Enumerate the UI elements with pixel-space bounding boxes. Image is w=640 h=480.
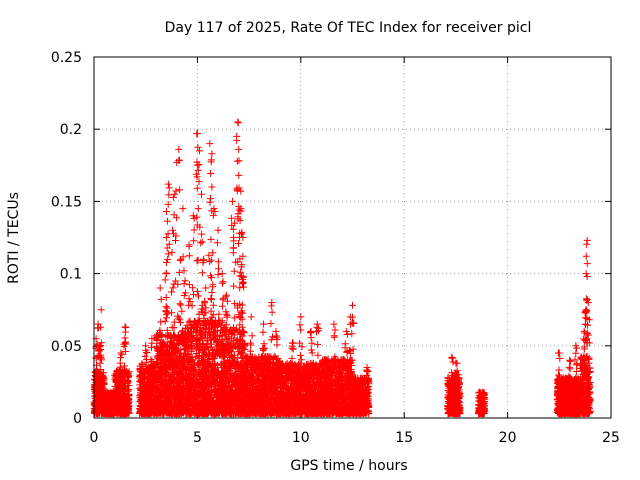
roti-data-markers: [90, 118, 594, 418]
y-axis-label: ROTI / TECUs: [6, 192, 22, 284]
y-tick-label: 0.1: [60, 267, 82, 283]
chart-title: Day 117 of 2025, Rate Of TEC Index for r…: [165, 20, 532, 36]
y-tick-label: 0.25: [51, 50, 82, 66]
y-tick-labels: 0 0.05 0.1 0.15 0.2 0.25: [51, 50, 82, 427]
x-tick-label: 10: [292, 430, 310, 446]
x-tick-label: 0: [90, 430, 99, 446]
x-tick-label: 5: [193, 430, 202, 446]
data-points: [90, 118, 594, 418]
y-tick-label: 0: [73, 411, 82, 427]
x-tick-labels: 0 5 10 15 20 25: [90, 430, 620, 446]
x-axis-label: GPS time / hours: [290, 458, 407, 474]
x-tick-label: 20: [499, 430, 517, 446]
y-tick-label: 0.05: [51, 339, 82, 355]
y-tick-label: 0.15: [51, 194, 82, 210]
plot-frame: [93, 56, 612, 419]
x-tick-label: 15: [395, 430, 413, 446]
x-tick-label: 25: [602, 430, 620, 446]
y-tick-label: 0.2: [60, 122, 82, 138]
